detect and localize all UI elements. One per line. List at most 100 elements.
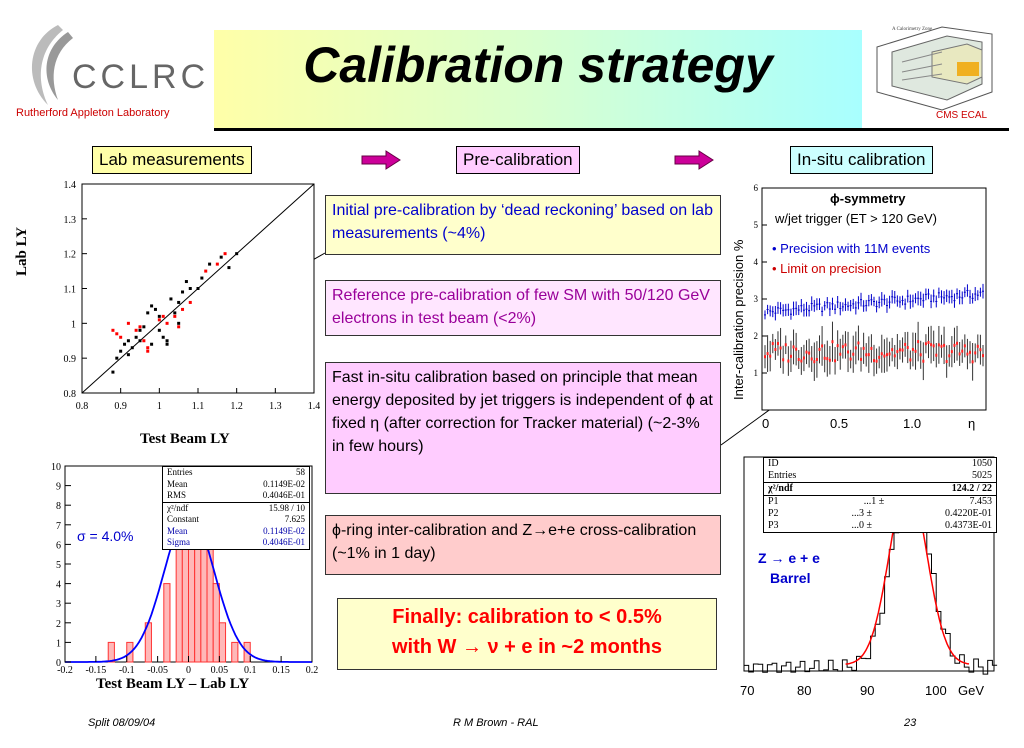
scatter-point — [157, 328, 161, 332]
red-point — [875, 359, 878, 363]
stats-row: χ²/ndf 15.98 / 10 — [163, 501, 309, 515]
y-tick-label: 5 — [754, 220, 759, 230]
red-point — [839, 352, 842, 356]
scatter-point — [181, 290, 185, 294]
red-point — [834, 359, 837, 363]
stats-row: Entries 58 — [167, 467, 305, 477]
stage-in-situ-calibration: In-situ calibration — [790, 146, 933, 174]
red-point — [857, 341, 860, 345]
y-tick-label: 1 — [56, 638, 61, 649]
x-tick-label: GeV — [958, 683, 985, 698]
red-point — [911, 347, 914, 351]
red-point — [898, 348, 901, 352]
stats-row: ID 1050 — [768, 458, 992, 469]
finally-line-2: with W → ν + e in ~2 months — [391, 636, 663, 658]
scatter-point — [153, 307, 157, 311]
scatter-point — [126, 321, 130, 325]
stats-row: Mean 0.1149E-02 — [167, 525, 305, 536]
red-point — [927, 340, 930, 344]
red-point — [893, 354, 896, 358]
x-tick-label: -0.05 — [147, 665, 168, 676]
y-tick-label: 1.1 — [64, 285, 77, 296]
z-label-2: Barrel — [770, 570, 811, 586]
z-label-1: Z → e + e — [758, 550, 820, 566]
scatter-point — [173, 311, 177, 315]
red-point — [940, 344, 943, 348]
scatter-point — [173, 314, 177, 318]
phi-title-2: w/jet trigger (ET > 120 GeV) — [775, 211, 937, 226]
y-tick-label: 3 — [754, 294, 759, 304]
red-point — [873, 359, 875, 363]
red-point — [979, 348, 982, 352]
x-tick-label: 0.1 — [244, 665, 257, 676]
red-point — [808, 351, 811, 355]
y-tick-label: 0.9 — [64, 354, 77, 365]
scatter-point — [146, 311, 150, 315]
red-point — [821, 344, 824, 348]
scatter-point — [235, 252, 239, 256]
red-point — [766, 352, 769, 356]
x-tick-label: -0.2 — [57, 665, 73, 676]
header-rule — [214, 128, 1009, 131]
red-point — [950, 350, 953, 354]
red-point — [774, 347, 777, 351]
scatter-point — [150, 304, 154, 308]
scatter-point — [184, 280, 188, 284]
scatter-point — [223, 252, 227, 256]
initial-calibration-box: Initial pre-calibration by ‘dead reckoni… — [325, 195, 721, 255]
x-tick-label: η — [968, 416, 976, 431]
red-point — [914, 349, 917, 353]
scatter-point — [169, 297, 173, 301]
scatter-point — [204, 269, 208, 273]
red-point — [896, 350, 899, 354]
scatter-point — [177, 325, 181, 329]
hist-bar — [107, 641, 115, 663]
fast-insitu-box: Fast in-situ calibration based on princi… — [325, 362, 721, 494]
red-point — [891, 348, 894, 352]
scatter-point — [215, 262, 219, 266]
scatter-point — [200, 276, 204, 280]
scatter-point — [115, 356, 119, 360]
hist-bar — [231, 641, 239, 663]
scatter-point — [157, 318, 161, 322]
x-tick-label: 0.8 — [76, 401, 89, 412]
scatter-point — [134, 328, 138, 332]
red-point — [953, 343, 956, 347]
z-stats-box: ID 1050 Entries 5025 χ²/ndf 124.2 / 22 P1 ...1 … — [763, 457, 997, 533]
scatter-point — [119, 335, 123, 339]
red-point — [854, 346, 857, 350]
y-tick-label: 4 — [754, 257, 759, 267]
scatter-point — [188, 300, 192, 304]
scatter-point — [181, 307, 185, 311]
red-point — [930, 343, 933, 347]
y-tick-label: 1 — [754, 368, 759, 378]
red-point — [865, 353, 868, 357]
y-tick-label: 10 — [51, 462, 61, 473]
stats-row: P3 ...0 ±0.4373E-01 — [768, 520, 992, 531]
red-point — [810, 357, 813, 361]
hist-bar — [163, 583, 171, 663]
red-point — [797, 358, 800, 362]
red-point — [836, 344, 839, 348]
scatter-point — [126, 339, 130, 343]
x-tick-label: 70 — [740, 683, 755, 698]
red-point — [870, 346, 873, 350]
y-tick-label: 1.4 — [64, 180, 77, 191]
red-point — [784, 343, 787, 347]
x-tick-label: 80 — [797, 683, 812, 698]
stage-lab-measurements: Lab measurements — [92, 146, 252, 174]
footer-center: R M Brown - RAL — [453, 717, 539, 729]
y-tick-label: 1.3 — [64, 215, 77, 226]
x-tick-label: 1.2 — [230, 401, 243, 412]
red-point — [771, 342, 774, 346]
y-tick-label: 2 — [56, 619, 61, 630]
x-tick-label: 0.9 — [114, 401, 127, 412]
scatter-point — [161, 335, 165, 339]
page-title: Calibration strategy — [303, 37, 773, 93]
scatter-point — [142, 325, 146, 329]
red-point — [935, 353, 938, 357]
red-point — [862, 346, 865, 350]
red-point — [945, 360, 948, 364]
red-point — [818, 347, 821, 351]
cms-detector-image: A Calorimetry Zone — [872, 22, 1002, 117]
